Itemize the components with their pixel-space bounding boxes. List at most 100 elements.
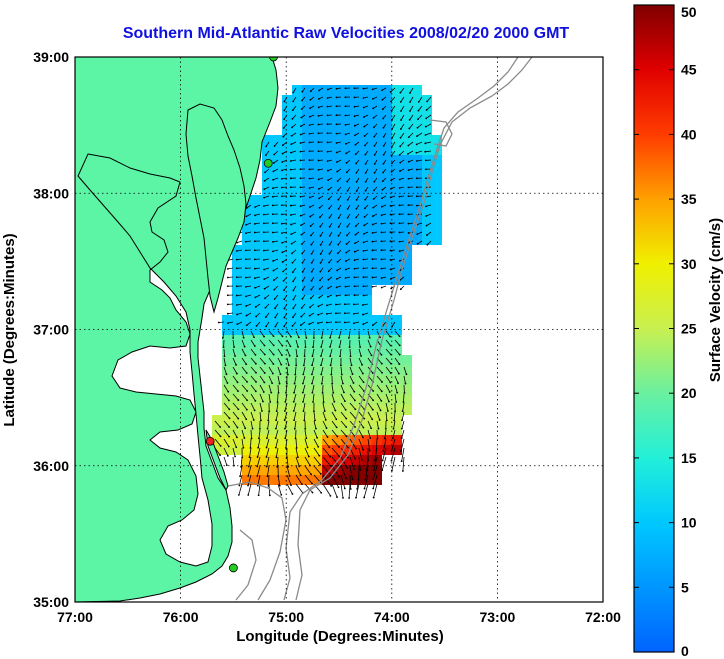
velocity-vector-head bbox=[345, 243, 348, 245]
velocity-vector bbox=[376, 393, 382, 402]
velocity-cell bbox=[282, 205, 292, 215]
velocity-vector-head bbox=[292, 91, 295, 94]
velocity-vector-head bbox=[407, 222, 410, 225]
velocity-vector-head bbox=[383, 437, 386, 440]
velocity-cell bbox=[272, 155, 282, 165]
velocity-cell bbox=[322, 235, 332, 245]
velocity-vector-head bbox=[400, 437, 403, 439]
velocity-vector-head bbox=[381, 108, 384, 111]
velocity-vector bbox=[313, 438, 319, 447]
velocity-vector-head bbox=[272, 363, 275, 365]
velocity-cell bbox=[382, 385, 392, 395]
velocity-cell bbox=[322, 385, 332, 395]
velocity-cell bbox=[252, 435, 262, 445]
velocity-vector-head bbox=[337, 207, 340, 210]
velocity-cell bbox=[352, 475, 362, 485]
velocity-cell bbox=[362, 185, 372, 195]
velocity-cell bbox=[302, 165, 312, 175]
velocity-vector bbox=[355, 483, 360, 498]
velocity-vector-head bbox=[280, 363, 283, 366]
velocity-vector bbox=[340, 384, 345, 393]
velocity-vector-head bbox=[362, 323, 365, 326]
velocity-cell bbox=[402, 265, 412, 275]
velocity-vector-head bbox=[235, 267, 238, 270]
velocity-cell bbox=[402, 385, 412, 395]
velocity-vector-head bbox=[398, 250, 401, 253]
velocity-vector bbox=[259, 384, 265, 393]
velocity-cell bbox=[232, 335, 242, 345]
velocity-vector bbox=[214, 438, 221, 447]
velocity-cell bbox=[272, 225, 282, 235]
velocity-cell bbox=[212, 415, 222, 425]
velocity-vector bbox=[257, 438, 261, 448]
velocity-cell bbox=[412, 185, 422, 195]
velocity-cell bbox=[402, 85, 412, 95]
velocity-vector-head bbox=[389, 231, 392, 234]
velocity-vector bbox=[303, 411, 306, 421]
velocity-cell bbox=[292, 435, 302, 445]
velocity-vector-head bbox=[335, 286, 338, 289]
velocity-cell bbox=[372, 325, 382, 335]
velocity-vector-head bbox=[335, 426, 338, 429]
velocity-vector bbox=[340, 366, 343, 375]
velocity-vector-head bbox=[289, 195, 292, 198]
velocity-cell bbox=[232, 265, 242, 275]
velocity-vector-head bbox=[271, 204, 274, 207]
velocity-vector bbox=[302, 393, 306, 402]
velocity-vector bbox=[322, 447, 331, 457]
velocity-cell bbox=[342, 315, 352, 325]
velocity-cell bbox=[402, 125, 412, 135]
velocity-vector bbox=[313, 420, 317, 429]
velocity-cell bbox=[302, 305, 312, 315]
velocity-vector-head bbox=[271, 382, 274, 385]
velocity-cell bbox=[302, 395, 312, 405]
velocity-vector bbox=[340, 393, 346, 402]
velocity-cell bbox=[392, 245, 402, 255]
velocity-vector-head bbox=[247, 494, 250, 496]
velocity-cell bbox=[382, 275, 392, 285]
velocity-vector-head bbox=[400, 460, 403, 463]
velocity-vector-head bbox=[262, 240, 265, 243]
velocity-vector-head bbox=[274, 325, 277, 328]
velocity-vector bbox=[277, 339, 283, 346]
velocity-cell bbox=[302, 245, 312, 255]
velocity-cell bbox=[302, 315, 312, 325]
velocity-cell bbox=[242, 315, 252, 325]
velocity-vector-head bbox=[307, 455, 310, 458]
velocity-cell bbox=[322, 195, 332, 205]
velocity-vector-head bbox=[281, 241, 284, 244]
velocity-vector bbox=[277, 366, 281, 375]
velocity-vector bbox=[367, 420, 372, 429]
velocity-cell bbox=[312, 95, 322, 105]
velocity-cell bbox=[372, 405, 382, 415]
velocity-vector bbox=[418, 96, 423, 103]
velocity-cell bbox=[362, 285, 372, 295]
velocity-vector bbox=[385, 330, 391, 337]
velocity-vector-head bbox=[317, 150, 320, 153]
velocity-cell bbox=[302, 385, 312, 395]
velocity-vector-head bbox=[283, 100, 286, 103]
velocity-vector-head bbox=[292, 280, 295, 283]
velocity-vector-head bbox=[362, 258, 365, 261]
velocity-cell bbox=[292, 305, 302, 315]
velocity-vector-head bbox=[353, 115, 356, 118]
velocity-vector-head bbox=[242, 336, 245, 339]
velocity-vector-head bbox=[335, 114, 338, 117]
velocity-cell bbox=[372, 365, 382, 375]
velocity-vector-head bbox=[363, 417, 366, 420]
velocity-vector-head bbox=[321, 392, 324, 394]
velocity-vector-head bbox=[247, 484, 249, 487]
velocity-cell bbox=[232, 275, 242, 285]
velocity-vector-head bbox=[291, 252, 293, 255]
velocity-vector-head bbox=[301, 270, 304, 273]
radar-station-marker bbox=[269, 57, 278, 62]
velocity-vector-head bbox=[276, 465, 279, 468]
velocity-vector bbox=[340, 429, 347, 437]
velocity-cell bbox=[302, 105, 312, 115]
velocity-cell bbox=[322, 155, 332, 165]
velocity-cell bbox=[262, 355, 272, 365]
velocity-cell bbox=[342, 255, 352, 265]
velocity-vector-head bbox=[299, 159, 302, 162]
velocity-vector bbox=[286, 330, 292, 337]
velocity-cell bbox=[362, 125, 372, 135]
